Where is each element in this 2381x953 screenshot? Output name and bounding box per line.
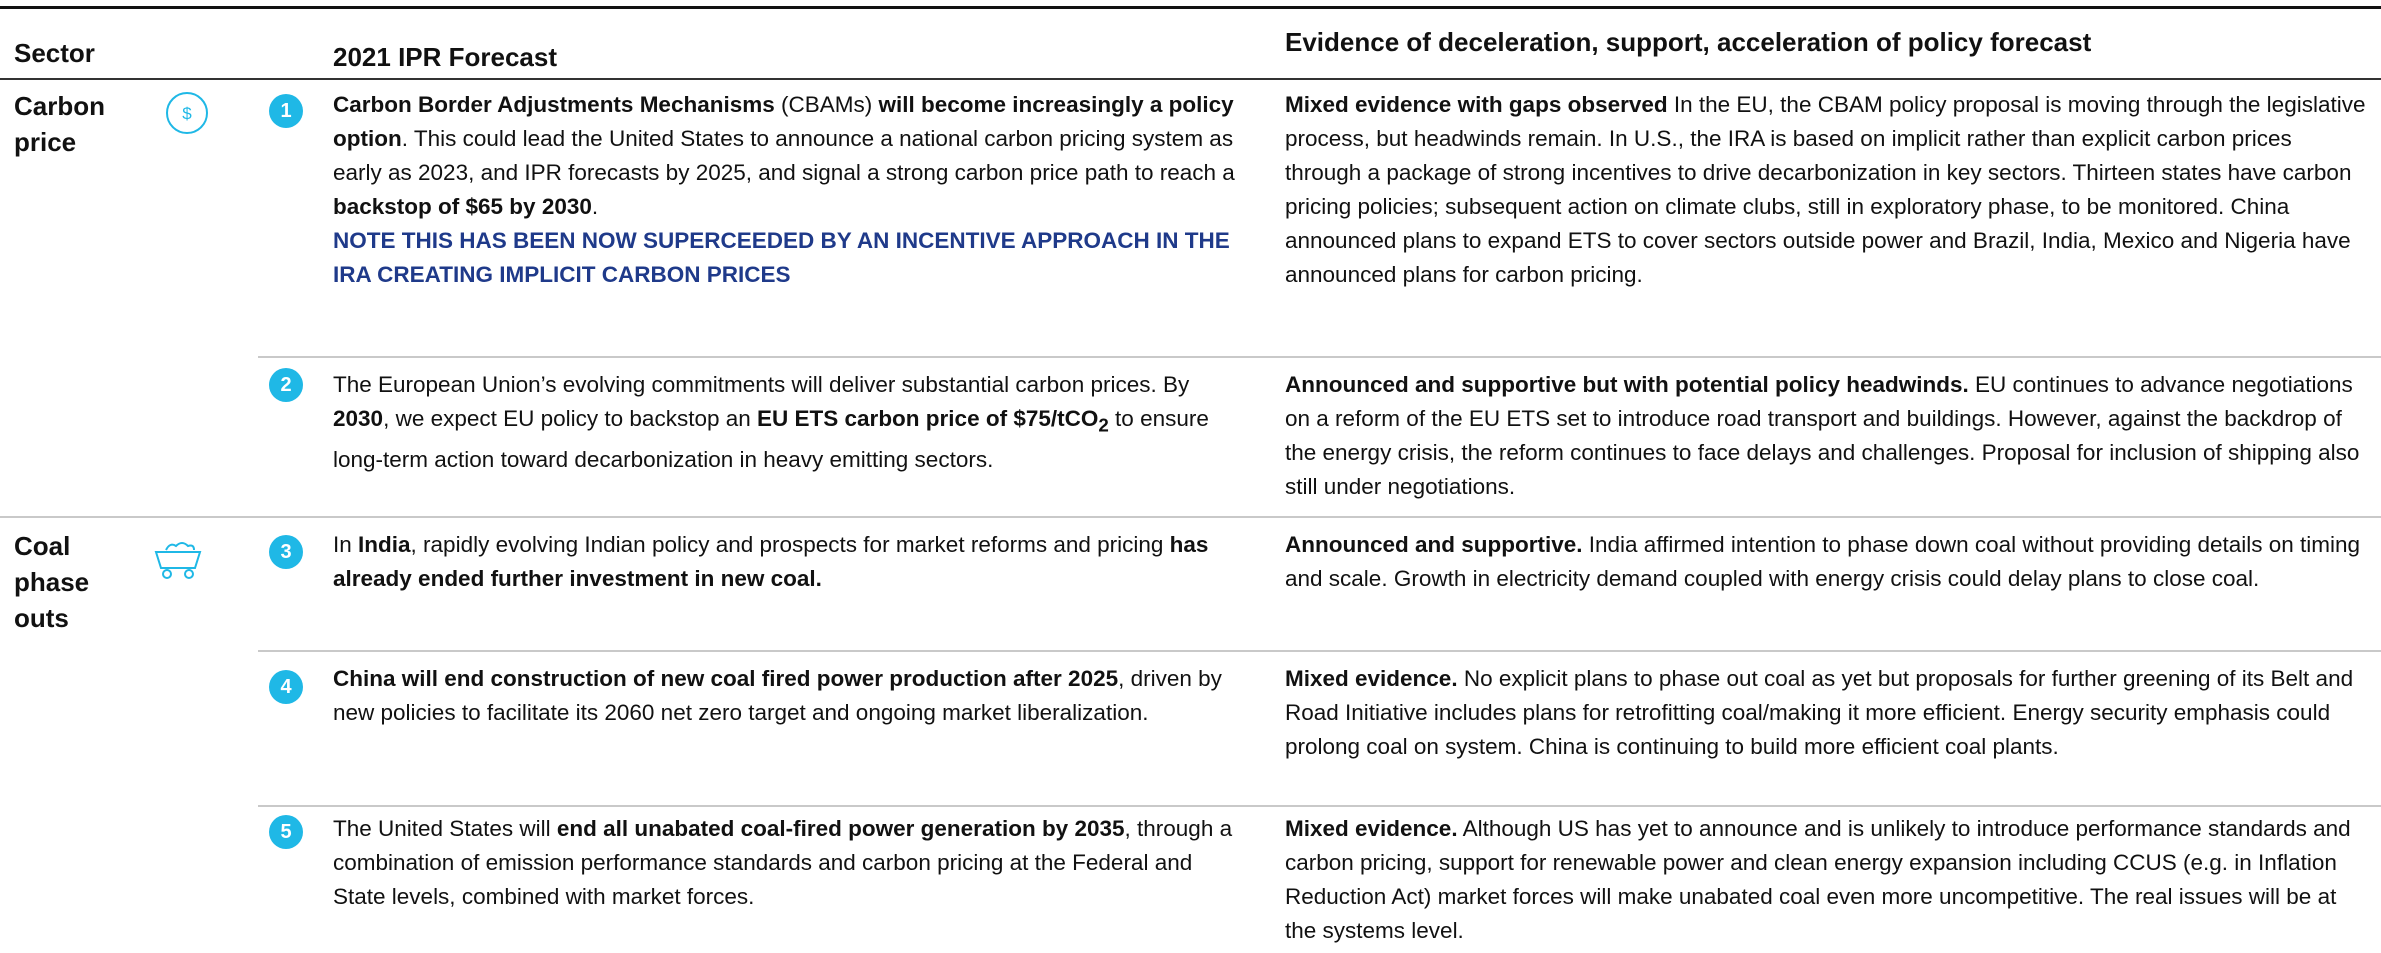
forecast-text: Carbon Border Adjustments Mechanisms (CB… bbox=[333, 88, 1248, 292]
bold-text: Mixed evidence with gaps observed bbox=[1285, 92, 1668, 117]
row-number: 3 bbox=[269, 535, 303, 569]
row-rule bbox=[258, 650, 2381, 652]
row-number: 4 bbox=[269, 670, 303, 704]
bold-text: Announced and supportive but with potent… bbox=[1285, 372, 1969, 397]
sector-label: Coal phase outs bbox=[14, 531, 90, 633]
bold-text: China will end construction of new coal … bbox=[333, 666, 1119, 691]
header-rule bbox=[0, 78, 2381, 80]
bold-text: backstop of $65 by 2030 bbox=[333, 194, 592, 219]
header-sector: Sector bbox=[14, 38, 95, 68]
text-run: No explicit plans to phase out coal as y… bbox=[1285, 666, 2354, 759]
text-run: (CBAMs) bbox=[774, 92, 879, 117]
row-number: 1 bbox=[269, 94, 303, 128]
text-run: In the EU, the CBAM policy proposal is m… bbox=[1285, 92, 2366, 287]
sector-label: Carbon price bbox=[14, 91, 105, 157]
top-border bbox=[0, 6, 2381, 9]
text-run: The United States will bbox=[333, 816, 557, 841]
text-run: In bbox=[333, 532, 359, 557]
text-run: , through a combination of emission perf… bbox=[333, 816, 1233, 909]
forecast-text: The European Union’s evolving commitment… bbox=[333, 368, 1248, 477]
svg-text:$: $ bbox=[182, 104, 192, 123]
bold-text: Mixed evidence. bbox=[1285, 816, 1458, 841]
text-run: . bbox=[591, 194, 599, 219]
bold-text: will become increasingly a policy option bbox=[333, 92, 1234, 151]
row-rule bbox=[0, 516, 2381, 518]
evidence-text: Mixed evidence. No explicit plans to pha… bbox=[1285, 662, 2370, 764]
forecast-text: The United States will end all unabated … bbox=[333, 812, 1248, 914]
forecast-text: In India, rapidly evolving Indian policy… bbox=[333, 528, 1248, 596]
row-rule bbox=[258, 356, 2381, 358]
bold-text: Carbon Border Adjustments Mechanisms bbox=[333, 92, 775, 117]
text-run: , rapidly evolving Indian policy and pro… bbox=[410, 532, 1170, 557]
bold-text: Announced and supportive. bbox=[1285, 532, 1583, 557]
evidence-text: Mixed evidence. Although US has yet to a… bbox=[1285, 812, 2370, 948]
bold-text: India bbox=[358, 532, 411, 557]
row-rule bbox=[258, 805, 2381, 807]
text-run: Although US has yet to announce and is u… bbox=[1285, 816, 2351, 943]
forecast-text: China will end construction of new coal … bbox=[333, 662, 1248, 730]
bold-text: Mixed evidence. bbox=[1285, 666, 1458, 691]
bold-text: 2 bbox=[1098, 414, 1109, 436]
evidence-text: Announced and supportive. India affirmed… bbox=[1285, 528, 2370, 596]
evidence-text: Announced and supportive but with potent… bbox=[1285, 368, 2370, 504]
bold-text: has already ended further investment in … bbox=[333, 532, 1209, 591]
coal-cart-icon bbox=[154, 542, 202, 579]
bold-text: EU ETS carbon price of $75/tCO bbox=[757, 406, 1099, 431]
header-forecast: 2021 IPR Forecast bbox=[333, 42, 558, 72]
text-run: India affirmed intention to phase down c… bbox=[1285, 532, 2361, 591]
evidence-text: Mixed evidence with gaps observed In the… bbox=[1285, 88, 2370, 292]
row-number: 2 bbox=[269, 368, 303, 402]
note: NOTE THIS HAS BEEN NOW SUPERCEEDED BY AN… bbox=[333, 228, 1230, 287]
bold-text: end all unabated coal-fired power genera… bbox=[556, 816, 1125, 841]
text-run: The European Union’s evolving commitment… bbox=[333, 372, 1190, 397]
bold-text: 2030 bbox=[333, 406, 384, 431]
text-run: EU continues to advance negotiations on … bbox=[1285, 372, 2360, 499]
text-run: to ensure long-term action toward decarb… bbox=[333, 406, 1209, 472]
text-run: , we expect EU policy to backstop an bbox=[383, 406, 758, 431]
row-number: 5 bbox=[269, 815, 303, 849]
text-run: , driven by new policies to facilitate i… bbox=[333, 666, 1222, 725]
text-run: . This could lead the United States to a… bbox=[333, 126, 1235, 185]
dollar-icon: $ bbox=[166, 92, 208, 134]
header-evidence: Evidence of deceleration, support, accel… bbox=[1285, 27, 2092, 57]
